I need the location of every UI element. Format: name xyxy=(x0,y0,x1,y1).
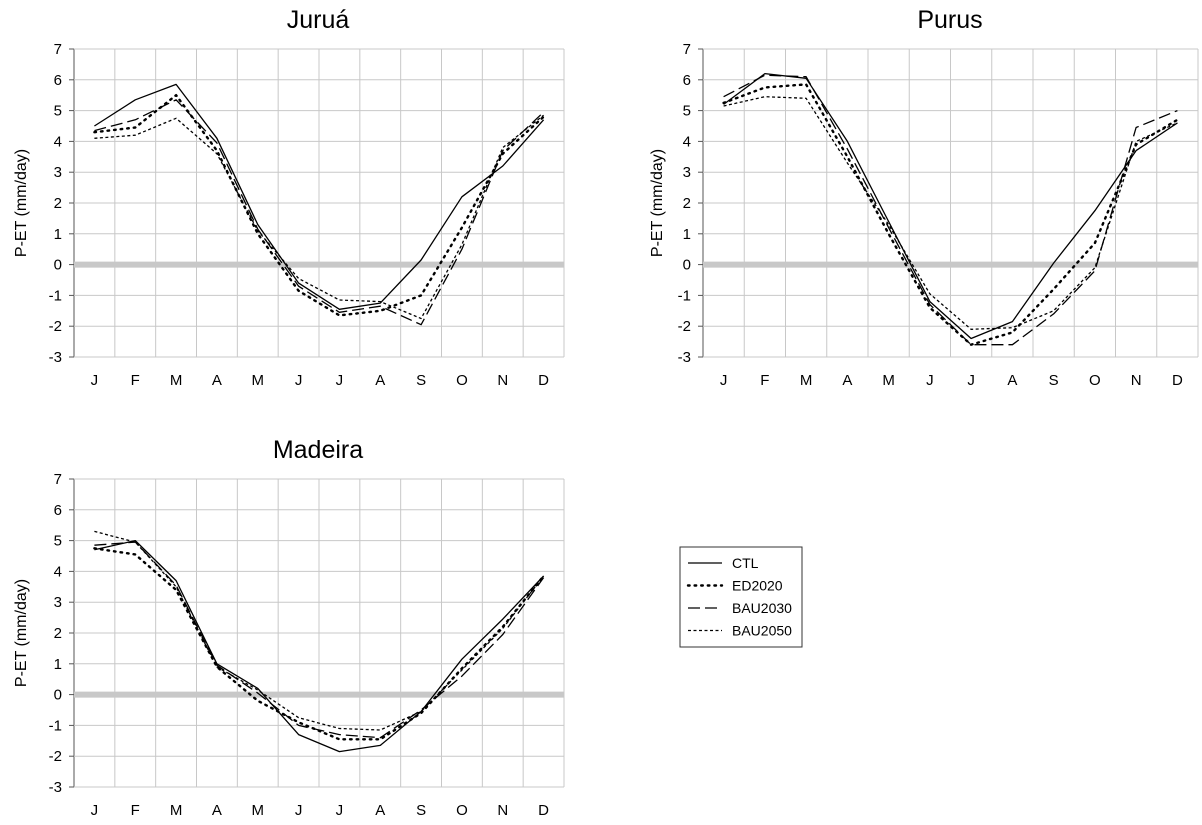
x-tick-label: J xyxy=(91,372,99,389)
x-tick-label: A xyxy=(375,372,385,389)
x-tick-label: D xyxy=(538,802,549,819)
x-tick-label: N xyxy=(497,372,508,389)
y-tick-label: 7 xyxy=(54,41,62,58)
series-line-bau2050 xyxy=(94,114,545,320)
y-axis-label: P-ET (mm/day) xyxy=(13,149,30,257)
x-tick-label: D xyxy=(1172,372,1183,389)
series-line-bau2030 xyxy=(94,541,545,739)
y-tick-label: 4 xyxy=(683,133,691,150)
y-tick-label: 3 xyxy=(683,164,691,181)
y-tick-label: 4 xyxy=(54,133,62,150)
x-tick-label: J xyxy=(720,372,728,389)
y-tick-label: -1 xyxy=(49,287,62,304)
y-tick-label: 5 xyxy=(54,533,62,550)
x-tick-label: S xyxy=(416,372,426,389)
x-tick-label: J xyxy=(295,802,303,819)
y-tick-label: 2 xyxy=(54,625,62,642)
x-tick-label: N xyxy=(497,802,508,819)
y-tick-label: 6 xyxy=(683,72,691,89)
series-line-bau2030 xyxy=(94,99,545,326)
chart-title: Madeira xyxy=(273,436,363,464)
y-tick-label: 0 xyxy=(54,257,62,274)
x-tick-label: S xyxy=(416,802,426,819)
y-tick-label: 1 xyxy=(683,226,691,243)
y-tick-label: 2 xyxy=(54,195,62,212)
legend-label: CTL xyxy=(732,555,759,571)
y-tick-label: 4 xyxy=(54,563,62,580)
y-axis-label: P-ET (mm/day) xyxy=(649,149,666,257)
y-tick-label: 3 xyxy=(54,594,62,611)
y-tick-label: 1 xyxy=(54,656,62,673)
series-line-ed2020 xyxy=(722,83,1179,346)
panel-jurua: Juruá 7 6 5 4 3 2 1 0 -1 -2 -3 J F M A M J J A S O N D P-ET (mm/… xyxy=(13,6,565,389)
series-line-ctl xyxy=(94,83,545,310)
x-tick-label: M xyxy=(170,372,183,389)
x-tick-label: O xyxy=(456,802,468,819)
x-tick-label: A xyxy=(375,802,385,819)
y-tick-label: 1 xyxy=(54,226,62,243)
y-tick-label: -2 xyxy=(49,318,62,335)
y-tick-label: -1 xyxy=(49,717,62,734)
chart-title: Purus xyxy=(917,6,982,34)
x-tick-label: A xyxy=(212,802,222,819)
x-tick-label: M xyxy=(170,802,183,819)
y-tick-label: 0 xyxy=(54,687,62,704)
x-tick-label: D xyxy=(538,372,549,389)
series-line-bau2050 xyxy=(723,96,1178,330)
x-tick-label: F xyxy=(131,802,140,819)
legend-label: BAU2030 xyxy=(732,600,792,616)
y-tick-label: 3 xyxy=(54,164,62,181)
y-tick-label: -3 xyxy=(678,349,691,366)
series-line-ed2020 xyxy=(93,547,545,741)
x-tick-label: J xyxy=(295,372,303,389)
x-tick-label: N xyxy=(1131,372,1142,389)
series-line-ctl xyxy=(723,72,1178,340)
y-tick-label: -3 xyxy=(49,779,62,796)
y-tick-label: -3 xyxy=(49,349,62,366)
series-line-bau2030 xyxy=(723,74,1178,346)
x-tick-label: F xyxy=(131,372,140,389)
y-tick-label: 0 xyxy=(683,257,691,274)
y-tick-label: 7 xyxy=(683,41,691,58)
y-tick-label: -2 xyxy=(49,748,62,765)
series-line-bau2050 xyxy=(94,530,545,731)
series-line-ed2020 xyxy=(93,93,545,317)
x-tick-label: O xyxy=(1089,372,1101,389)
y-tick-label: 7 xyxy=(54,471,62,488)
x-tick-label: M xyxy=(252,802,265,819)
x-tick-label: J xyxy=(336,372,344,389)
series-line-ctl xyxy=(94,539,545,753)
x-tick-label: F xyxy=(760,372,769,389)
legend-label: ED2020 xyxy=(732,578,783,594)
y-tick-label: -1 xyxy=(678,287,691,304)
y-tick-label: 6 xyxy=(54,502,62,519)
y-tick-label: 5 xyxy=(683,103,691,120)
legend: CTL ED2020 BAU2030 BAU2050 xyxy=(679,546,803,648)
x-tick-label: A xyxy=(1007,372,1017,389)
x-tick-label: M xyxy=(882,372,895,389)
x-tick-label: S xyxy=(1049,372,1059,389)
chart-title: Juruá xyxy=(287,6,350,34)
panel-madeira: Madeira 7 6 5 4 3 2 1 0 -1 -2 -3 J F M A M J J A S O N D P-ET (m… xyxy=(13,436,565,819)
x-tick-label: O xyxy=(456,372,468,389)
y-tick-label: -2 xyxy=(678,318,691,335)
legend-label: BAU2050 xyxy=(732,623,792,639)
x-tick-label: M xyxy=(252,372,265,389)
x-tick-label: J xyxy=(336,802,344,819)
y-tick-label: 5 xyxy=(54,103,62,120)
y-axis-label: P-ET (mm/day) xyxy=(13,579,30,687)
x-tick-label: J xyxy=(91,802,99,819)
x-tick-label: J xyxy=(967,372,975,389)
x-tick-label: A xyxy=(212,372,222,389)
panel-purus: Purus 7 6 5 4 3 2 1 0 -1 -2 -3 J F M A M J J A S O N D P-ET (mm/… xyxy=(649,6,1199,389)
x-tick-label: M xyxy=(800,372,813,389)
y-tick-label: 2 xyxy=(683,195,691,212)
y-tick-label: 6 xyxy=(54,72,62,89)
x-tick-label: J xyxy=(926,372,934,389)
x-tick-label: A xyxy=(842,372,852,389)
